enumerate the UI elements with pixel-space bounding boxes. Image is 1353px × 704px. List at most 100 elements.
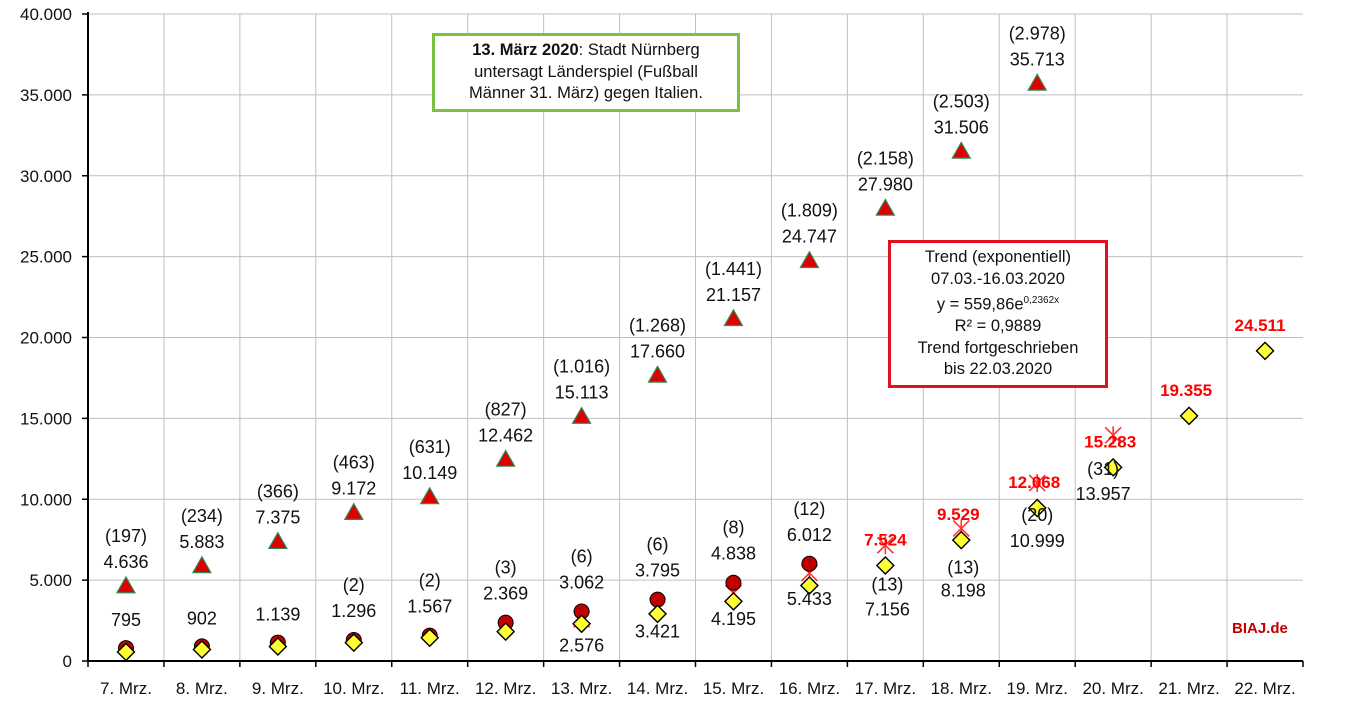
- triangle-marker: [723, 308, 744, 327]
- trend-box: Trend (exponentiell) 07.03.-16.03.2020 y…: [888, 240, 1108, 388]
- triangle-marker: [1027, 73, 1048, 91]
- diamond-marker: [420, 628, 440, 648]
- star-value-label: 3.421: [635, 622, 680, 642]
- y-tick-label: 35.000: [20, 86, 72, 105]
- x-tick-label: 19. Mrz.: [1007, 679, 1068, 698]
- x-tick-label: 15. Mrz.: [703, 679, 764, 698]
- triangle-deaths-label: (1.441): [705, 259, 762, 279]
- triangle-value-label: 7.375: [255, 508, 300, 528]
- diamond-marker: [268, 637, 288, 656]
- star-deaths-label: (31): [1087, 459, 1119, 479]
- triangle-deaths-label: (2.978): [1009, 23, 1066, 43]
- triangle-marker: [647, 365, 668, 383]
- diamond-marker: [648, 604, 668, 624]
- triangle-marker: [951, 141, 972, 159]
- triangle-deaths-label: (463): [333, 453, 375, 473]
- trend-value-label: 19.355: [1160, 381, 1212, 400]
- trend-formula-exponent: 0,2362x: [1023, 295, 1060, 306]
- diamond-marker: [1103, 457, 1123, 477]
- triangle-value-label: 9.172: [331, 479, 376, 499]
- circle-deaths-label: (2): [343, 575, 365, 595]
- x-tick-label: 7. Mrz.: [100, 679, 152, 698]
- circle-marker: [725, 574, 742, 591]
- diamond-marker: [1027, 498, 1047, 518]
- circle-value-label: 1.567: [407, 597, 452, 617]
- annotation-box-nuernberg: 13. März 2020: Stadt Nürnberg untersagt …: [432, 33, 740, 112]
- circle-deaths-label: (12): [793, 499, 825, 519]
- trend-r-squared: R² = 0,9889: [954, 317, 1042, 335]
- circle-value-label: 6.012: [787, 525, 832, 545]
- trend-value-label: 24.511: [1235, 316, 1286, 335]
- x-tick-label: 22. Mrz.: [1234, 679, 1295, 698]
- x-tick-label: 21. Mrz.: [1158, 679, 1219, 698]
- triangle-value-label: 10.149: [402, 463, 457, 483]
- triangle-marker: [115, 575, 137, 594]
- circle-value-label: 4.838: [711, 544, 756, 564]
- diamond-marker: [572, 614, 592, 634]
- gridlines: [88, 13, 1303, 661]
- diamond-marker: [875, 555, 895, 575]
- star-value-label: 8.198: [941, 580, 986, 600]
- trend-line-5: Trend fortgeschrieben: [917, 338, 1079, 357]
- annotation-date: 13. März 2020: [472, 41, 579, 59]
- triangle-marker: [799, 250, 820, 269]
- y-tick-label: 30.000: [20, 167, 72, 186]
- x-tick-label: 14. Mrz.: [627, 679, 688, 698]
- triangle-deaths-label: (1.016): [553, 357, 610, 377]
- data-markers: [115, 73, 1275, 662]
- triangle-value-label: 31.506: [934, 117, 989, 137]
- triangle-deaths-label: (631): [409, 437, 451, 457]
- star-deaths-label: (20): [1021, 505, 1053, 525]
- annotation-line-1: : Stadt Nürnberg: [578, 41, 700, 59]
- star-value-label: 4.195: [711, 609, 756, 629]
- star-value-label: 5.433: [787, 589, 832, 609]
- data-labels: 4.636 (197) 5.883 (234) 7.375 (366) 9.172 (463)…: [103, 23, 1285, 655]
- triangle-value-label: 15.113: [555, 383, 609, 403]
- x-tick-label: 11. Mrz.: [400, 679, 460, 698]
- triangle-marker: [343, 502, 364, 520]
- diamond-marker: [192, 640, 212, 660]
- triangle-deaths-label: (2.158): [857, 148, 914, 168]
- star-marker: [876, 536, 894, 555]
- y-axis-ticks: 0 5.000 10.000 15.000 20.000 25.000 30.000 35.0…: [20, 5, 72, 671]
- triangle-marker: [419, 486, 440, 505]
- circle-value-label: 1.139: [255, 605, 300, 625]
- x-tick-label: 18. Mrz.: [931, 679, 992, 698]
- y-tick-label: 5.000: [29, 571, 72, 590]
- circle-marker: [801, 555, 818, 572]
- triangle-marker: [191, 555, 212, 574]
- x-tick-label: 9. Mrz.: [252, 679, 304, 698]
- x-tick-label: 17. Mrz.: [855, 679, 916, 698]
- circle-value-label: 1.296: [331, 601, 376, 621]
- circle-deaths-label: (6): [571, 546, 593, 566]
- x-tick-label: 13. Mrz.: [551, 679, 612, 698]
- diamond-marker: [496, 622, 516, 642]
- x-tick-label: 12. Mrz.: [475, 679, 536, 698]
- x-tick-label: 16. Mrz.: [779, 679, 840, 698]
- trend-value-label: 7.524: [864, 530, 907, 549]
- triangle-deaths-label: (1.268): [629, 315, 686, 335]
- circle-deaths-label: (6): [647, 535, 669, 555]
- y-tick-label: 25.000: [20, 248, 72, 267]
- star-deaths-label: (13): [947, 557, 979, 577]
- x-tick-label: 10. Mrz.: [323, 679, 384, 698]
- star-value-label: 7.156: [865, 599, 910, 619]
- axes: [82, 12, 1304, 667]
- circle-value-label: 3.062: [559, 572, 604, 592]
- triangle-marker: [495, 449, 516, 467]
- annotation-line-3: Männer 31. März) gegen Italien.: [469, 84, 703, 102]
- triangle-deaths-label: (1.809): [781, 201, 838, 221]
- circle-value-label: 3.795: [635, 561, 680, 581]
- triangle-deaths-label: (366): [257, 482, 299, 502]
- diamond-marker: [116, 642, 136, 662]
- triangle-marker: [571, 406, 592, 424]
- circle-value-label: 795: [111, 610, 141, 630]
- circle-deaths-label: (3): [495, 558, 517, 578]
- diamond-marker: [1255, 341, 1275, 361]
- triangle-deaths-label: (234): [181, 506, 223, 526]
- triangle-value-label: 21.157: [706, 285, 761, 305]
- triangle-value-label: 4.636: [103, 552, 148, 572]
- brand-label: BIAJ.de: [1232, 620, 1288, 637]
- triangle-value-label: 17.660: [630, 341, 685, 361]
